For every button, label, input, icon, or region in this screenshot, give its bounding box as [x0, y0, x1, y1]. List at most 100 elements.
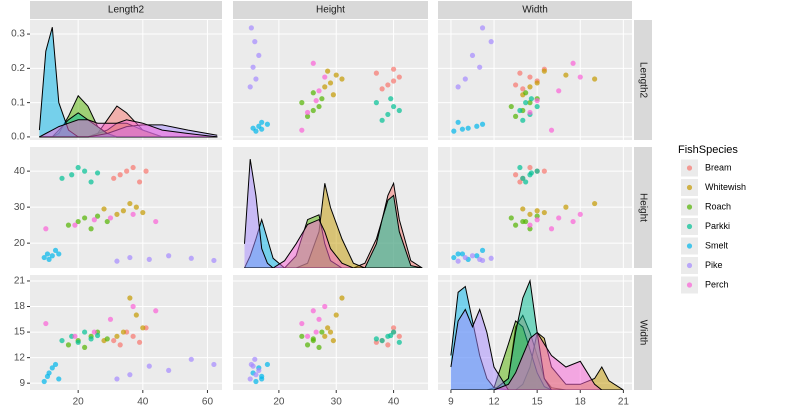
- legend-label: Roach: [705, 201, 731, 211]
- density-line: [244, 183, 423, 268]
- scatter-point: [469, 253, 476, 259]
- scatter-point: [451, 254, 457, 261]
- scatter-point: [527, 222, 533, 228]
- scatter-point: [322, 303, 328, 310]
- x-tick-label: 20: [73, 397, 85, 408]
- scatter-point: [330, 337, 336, 344]
- scatter-point: [247, 376, 253, 382]
- scatter-point: [462, 76, 468, 82]
- scatter-point: [41, 254, 47, 261]
- x-tick-label: 60: [202, 397, 214, 408]
- scatter-point: [46, 370, 52, 376]
- legend-label: Pike: [705, 260, 723, 270]
- scatter-point: [517, 70, 523, 76]
- scatter-point: [527, 109, 533, 116]
- scatter-point: [114, 376, 120, 382]
- scatter-point: [548, 226, 555, 232]
- scatter-point: [72, 222, 78, 228]
- scatter-point: [65, 342, 72, 348]
- scatter-point: [127, 200, 133, 207]
- scatter-point: [488, 39, 494, 45]
- scatter-point: [253, 76, 259, 82]
- scatter-point: [527, 74, 533, 80]
- panel: [38, 27, 218, 138]
- scatter-point: [166, 253, 172, 259]
- scatter-point: [316, 344, 322, 351]
- scatter-point: [310, 90, 316, 96]
- density-line: [39, 119, 218, 138]
- panel: [244, 159, 423, 268]
- legend-marker: [686, 262, 693, 269]
- scatter-point: [153, 218, 159, 225]
- scatter-point: [534, 208, 540, 214]
- scatter-point: [127, 254, 133, 261]
- scatter-point: [52, 361, 59, 368]
- scatter-point: [455, 84, 461, 90]
- strip-right-label: Width: [637, 320, 648, 346]
- scatter-point: [316, 88, 322, 94]
- scatter-point: [534, 98, 540, 104]
- scatter-point: [556, 215, 562, 221]
- scatter-point: [111, 175, 117, 181]
- strip-right-label: Height: [637, 193, 648, 222]
- scatter-point: [304, 109, 311, 116]
- scatter-point: [592, 76, 598, 82]
- scatter-point: [520, 175, 526, 181]
- legend-label: Smelt: [705, 240, 729, 250]
- strip-right-label: Length2: [637, 62, 648, 99]
- legend-marker: [686, 243, 693, 249]
- scatter-point: [379, 86, 385, 92]
- scatter-point: [396, 107, 402, 114]
- scatter-point: [107, 316, 114, 322]
- scatter-point: [253, 372, 259, 378]
- scatter-point: [327, 329, 334, 335]
- strip-top-label: Height: [316, 5, 345, 16]
- scatter-point: [577, 211, 583, 217]
- scatter-point: [563, 72, 569, 78]
- scatter-point: [570, 60, 576, 66]
- scatter-point: [316, 316, 322, 322]
- scatter-point: [523, 90, 529, 96]
- scatter-point: [488, 255, 494, 261]
- scatter-point: [117, 342, 123, 348]
- scatter-point: [396, 333, 402, 339]
- scatter-point: [94, 213, 101, 219]
- scatter-point: [114, 333, 120, 339]
- scatter-point: [528, 170, 535, 176]
- density-line: [450, 331, 624, 390]
- scatter-point: [166, 367, 172, 374]
- panel: [247, 25, 402, 134]
- legend-marker: [686, 184, 693, 191]
- panel: [451, 25, 598, 134]
- scatter-point: [49, 365, 55, 371]
- scatter-point: [313, 329, 319, 335]
- scatter-point: [130, 211, 136, 217]
- scatter-point: [570, 218, 576, 225]
- scatter-point: [43, 320, 49, 327]
- y-tick-label: 40: [14, 166, 26, 177]
- scatter-point: [120, 208, 127, 214]
- scatter-point: [462, 254, 468, 261]
- scatter-point: [479, 257, 486, 264]
- panel: [41, 295, 217, 385]
- scatter-point: [104, 218, 110, 225]
- scatter-point: [527, 211, 533, 217]
- scatter-point: [513, 82, 519, 88]
- scatter-point: [304, 342, 311, 348]
- scatter-point: [563, 204, 569, 210]
- scatter-point: [153, 308, 159, 314]
- x-tick-label: 30: [331, 397, 343, 408]
- scatter-point: [325, 68, 331, 74]
- scatter-point: [379, 117, 385, 123]
- density-line: [244, 194, 423, 268]
- strip-top: [438, 1, 632, 19]
- scatter-point: [373, 70, 379, 76]
- scatter-point: [72, 333, 78, 339]
- scatter-point: [252, 356, 258, 362]
- scatter-point: [541, 209, 547, 216]
- scatter-point: [474, 123, 480, 129]
- scatter-point: [479, 121, 486, 127]
- scatter-point: [52, 247, 59, 253]
- scatter-point: [527, 164, 533, 171]
- legend-label: Bream: [705, 162, 732, 172]
